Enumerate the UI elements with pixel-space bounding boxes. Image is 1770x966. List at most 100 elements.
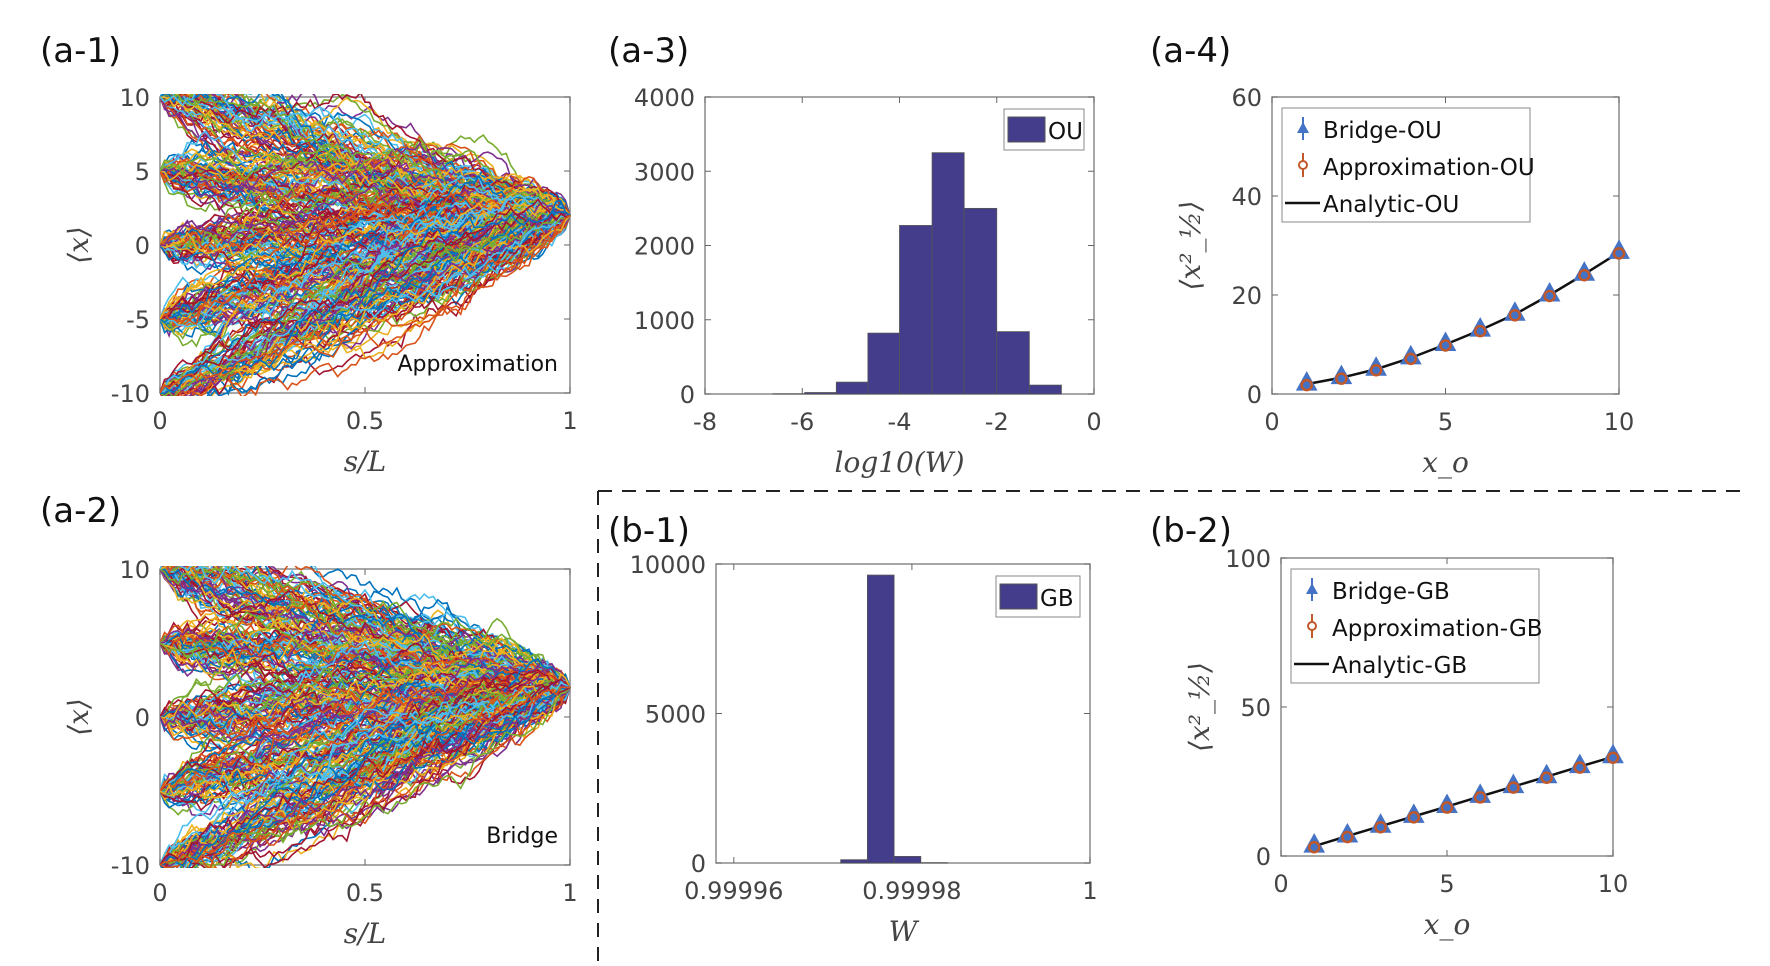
approximation-marker-circle [1612,247,1626,260]
trajectory-line [160,159,571,224]
y-tick-label: 2000 [634,233,695,261]
panel-annotation: Approximation [397,352,558,377]
approximation-marker-circle [1307,840,1321,854]
x-tick-label: 10 [1598,870,1629,898]
histogram-bar [996,331,1030,395]
legend-label: GB [1040,586,1074,612]
legend-box [1290,568,1540,684]
x-tick-label: 5 [1439,870,1454,898]
analytic-line [1306,251,1620,386]
legend-label: OU [1048,119,1083,145]
legend-box [1281,107,1531,223]
trajectory-line [160,200,571,395]
trajectory-line [160,664,571,792]
y-tick-label: 5 [135,158,150,186]
x-tick-label: 1 [562,879,577,907]
trajectory-line [160,681,571,866]
trajectory-line [160,160,571,219]
legend-triangle-icon [1306,583,1318,594]
y-tick-label: 1000 [634,307,695,335]
panel-label: (b-1) [608,511,690,551]
x-axis-label: x_o [1422,446,1469,479]
y-tick-label: 0 [1256,843,1271,871]
panel-label: (a-1) [40,31,121,71]
x-axis-label: s/L [344,917,386,950]
y-tick-label: 0 [1247,381,1262,409]
histogram-bar [866,574,895,864]
trajectory-line [160,568,571,690]
panel-a3: (a-3) -8 -6 -4 -2 0 4000 3000 2000 1000 0 log10(W) O… [608,31,1102,479]
legend-label: Approximation-GB [1332,616,1543,642]
panel-label: (b-2) [1150,511,1232,551]
trajectory-line [160,686,571,868]
trajectory-line [160,214,571,394]
approximation-marker-circle [1573,761,1587,774]
approximation-marker-circle [1439,339,1452,352]
histogram-bar [840,859,868,864]
x-tick-label: 5 [1438,408,1453,436]
x-tick-label: 0 [1086,408,1101,436]
approximation-marker-circle [1473,791,1487,804]
y-tick-label: -10 [111,852,150,880]
trajectory-line [160,643,571,724]
trajectory-line [160,685,571,868]
trajectory-line [160,686,571,867]
x-tick-label: 0 [1273,870,1288,898]
approximation-marker-circle [1404,352,1418,366]
legend: GB [995,575,1081,618]
x-tick-label: -2 [985,408,1009,436]
y-tick-label: 100 [1225,545,1271,573]
approximation-marker-circle [1341,830,1354,844]
legend-label: Analytic-GB [1332,653,1467,679]
trajectory-line [160,686,571,868]
approximation-marker-circle [1507,781,1520,794]
y-tick-label: 10 [119,84,150,112]
histogram-bar [893,856,922,864]
y-tick-label: 3000 [634,158,695,186]
y-tick-label: 5000 [645,701,706,729]
x-tick-label: -8 [693,408,717,436]
histogram-bar [931,152,965,395]
legend-circle-icon [1298,160,1308,170]
analytic-line [1313,755,1614,848]
x-tick-label: -4 [888,408,912,436]
approximation-marker-circle [1543,289,1556,303]
y-tick-label: 50 [1240,694,1271,722]
approximation-marker-circle [1407,811,1421,824]
histogram-bar [899,225,933,395]
x-axis-label: W [889,915,920,948]
trajectory-line [160,214,571,394]
trajectory-line [160,566,571,688]
histogram-bar [1028,384,1062,395]
trajectory-line [160,685,571,866]
y-tick-label: 60 [1231,84,1262,112]
x-tick-label: 1 [1082,877,1097,905]
panel-annotation: Bridge [486,824,558,849]
x-axis-label: s/L [344,445,386,478]
approximation-marker-circle [1369,364,1383,377]
panel-b1: (b-1) 0.99996 0.99998 1 10000 5000 0 W GB [608,511,1098,948]
x-tick-label: 0.99996 [684,877,783,905]
x-tick-label: 1 [562,407,577,435]
trajectory-line [160,686,571,868]
legend-swatch [999,583,1038,610]
trajectory-line [160,568,571,691]
x-tick-label: 0 [152,407,167,435]
legend: Bridge-GB Approximation-GB Analytic-GB [1290,568,1543,684]
approximation-marker-circle [1540,771,1553,784]
y-tick-label: 20 [1231,282,1262,310]
approximation-marker-circle [1578,268,1591,282]
trajectory-line [160,214,571,396]
trajectory-line [160,192,571,254]
y-axis-label: ⟨x⟩ [62,226,95,264]
x-axis-label: log10(W) [835,446,965,479]
x-tick-label: 0.5 [346,407,384,435]
approximation-marker-circle [1300,378,1313,392]
panel-a1: (a-1) 0 0.5 1 10 5 0 -5 -10 s/L ⟨x⟩ Approximation [40,31,578,478]
histogram-bar [867,332,900,395]
approximation-marker-circle [1440,801,1454,814]
legend-label: Approximation-OU [1323,155,1535,181]
trajectory-line [160,566,571,688]
